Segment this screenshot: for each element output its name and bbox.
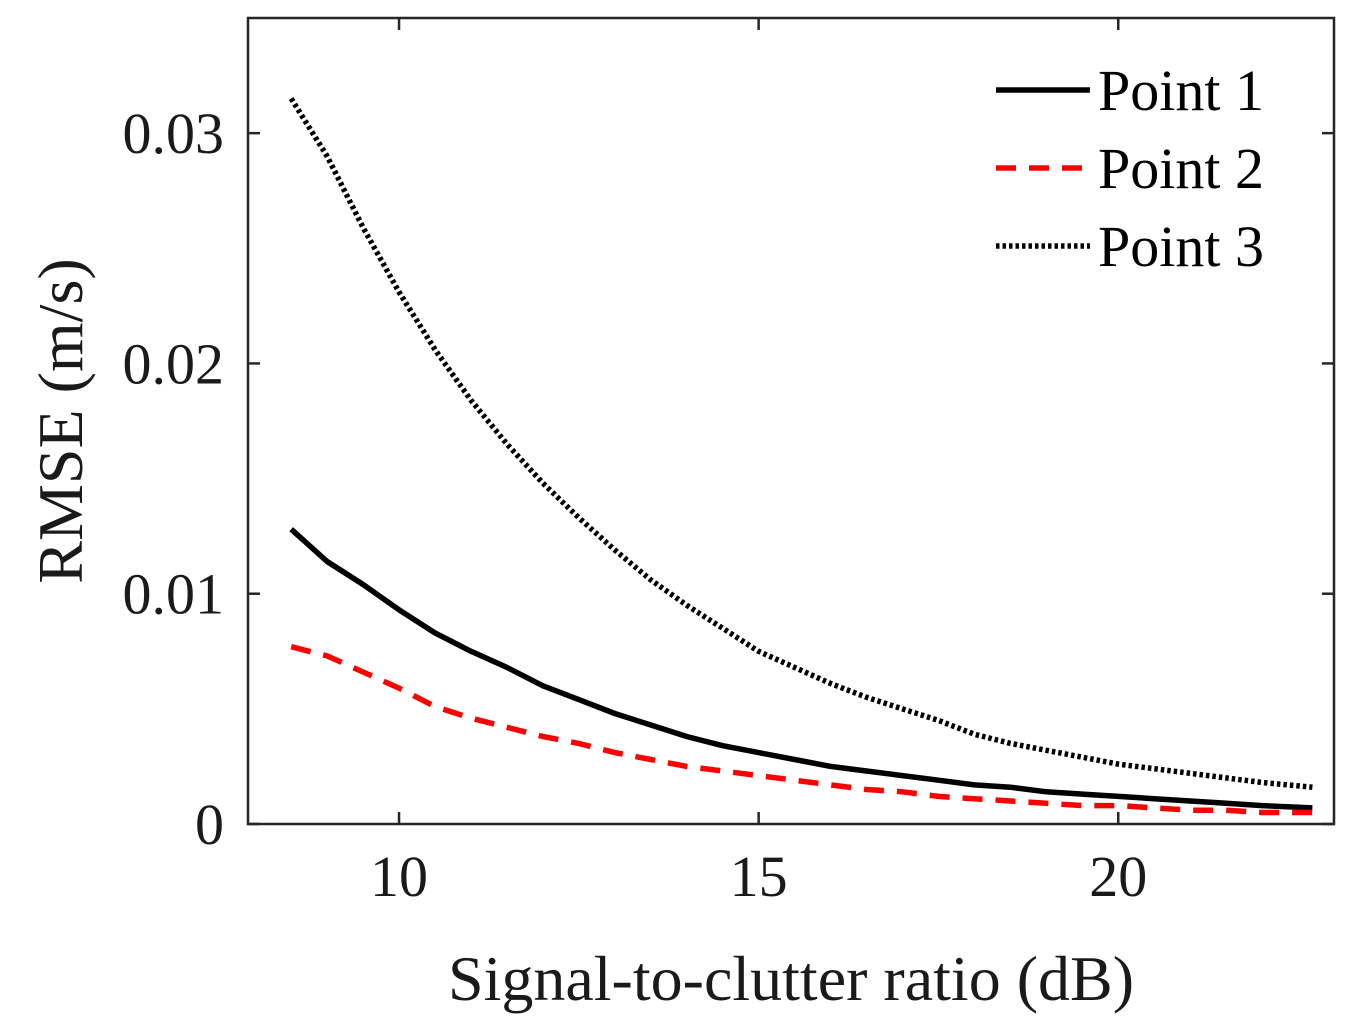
- legend-label-point-2: Point 2: [1098, 136, 1264, 201]
- y-axis-title: RMSE (m/s): [25, 258, 96, 583]
- series-line-point-3: [288, 97, 1313, 790]
- series-layer: [288, 97, 1313, 816]
- y-tick-label: 0: [195, 792, 224, 857]
- x-axis-title: Signal-to-clutter ratio (dB): [448, 943, 1134, 1014]
- series-line-point-1: [289, 527, 1313, 811]
- legend: Point 1 Point 2 Point 3: [996, 58, 1264, 279]
- y-tick-label: 0.03: [123, 101, 225, 166]
- x-tick-label: 10: [370, 844, 428, 909]
- series-line-point-2: [290, 644, 1313, 816]
- ticks-layer: 10 15 20 0 0.01 0.02 0.03: [123, 18, 1334, 909]
- legend-label-point-3: Point 3: [1098, 214, 1264, 279]
- x-tick-label: 15: [730, 844, 788, 909]
- y-tick-label: 0.01: [123, 562, 225, 627]
- y-tick-label: 0.02: [123, 331, 225, 396]
- x-tick-label: 20: [1089, 844, 1147, 909]
- legend-label-point-1: Point 1: [1098, 58, 1264, 123]
- plot-frame: [246, 16, 1336, 826]
